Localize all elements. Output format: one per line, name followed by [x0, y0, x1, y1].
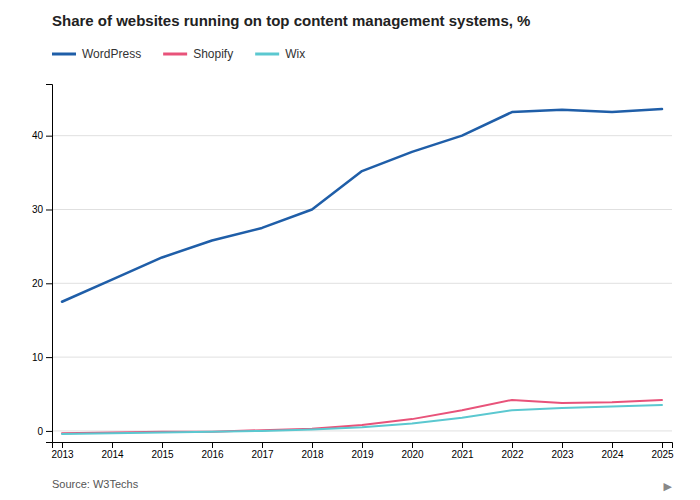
x-tick: 2016 [201, 442, 224, 460]
grid-line [52, 283, 672, 284]
x-tick: 2025 [651, 442, 674, 460]
chart: 2013 2014 2015 2016 2017 2018 2019 2020 2021 2022… [0, 0, 700, 500]
y-axis-line [46, 85, 53, 443]
x-tick-mark [62, 442, 63, 448]
x-tick-label: 2014 [101, 449, 124, 460]
grid-line [52, 135, 672, 136]
y-tick-mark [46, 431, 52, 432]
y-tick-label: 30 [32, 204, 44, 215]
x-tick: 2023 [551, 442, 574, 460]
y-tick: 0 [37, 426, 52, 437]
source: Source: W3Techs [52, 478, 139, 490]
x-tick-mark [212, 442, 213, 448]
x-tick-label: 2015 [151, 449, 174, 460]
y-tick-label: 0 [37, 426, 43, 437]
x-tick-mark [662, 442, 663, 448]
y-tick: 10 [32, 352, 52, 363]
y-tick: 20 [32, 278, 52, 289]
grid-line [52, 357, 672, 358]
x-tick-label: 2023 [551, 449, 574, 460]
x-tick-label: 2021 [451, 449, 474, 460]
x-tick-mark [112, 442, 113, 448]
y-tick: 40 [32, 130, 52, 141]
x-tick-label: 2018 [301, 449, 324, 460]
x-tick-mark [562, 442, 563, 448]
legend-label: WordPress [82, 47, 141, 61]
x-tick: 2014 [101, 442, 124, 460]
y-tick-mark [46, 209, 52, 210]
x-tick: 2018 [301, 442, 324, 460]
x-tick-label: 2020 [401, 449, 424, 460]
y-tick-label: 20 [32, 278, 44, 289]
x-tick: 2020 [401, 442, 424, 460]
x-tick-label: 2022 [501, 449, 524, 460]
x-tick: 2022 [501, 442, 524, 460]
x-tick: 2019 [351, 442, 374, 460]
x-tick-label: 2019 [351, 449, 374, 460]
series-line [62, 400, 662, 433]
x-tick-mark [312, 442, 313, 448]
legend-label: Wix [285, 47, 305, 61]
series-line [62, 109, 662, 302]
x-tick-mark [462, 442, 463, 448]
x-tick: 2015 [151, 442, 174, 460]
x-tick-label: 2024 [601, 449, 624, 460]
grid [52, 136, 672, 431]
x-axis-line [53, 443, 673, 449]
y-tick-mark [46, 136, 52, 137]
series-line [62, 405, 662, 434]
legend: WordPress Shopify Wix [52, 47, 305, 61]
y-tick-label: 10 [32, 352, 44, 363]
x-axis: 2013 2014 2015 2016 2017 2018 2019 2020 2021 2022… [51, 442, 674, 460]
legend-swatch [163, 53, 187, 56]
x-tick-label: 2025 [651, 449, 674, 460]
x-tick: 2021 [451, 442, 474, 460]
title: Share of websites running on top content… [52, 12, 530, 29]
x-tick-label: 2017 [251, 449, 274, 460]
y-tick-mark [46, 283, 52, 284]
legend-swatch [255, 53, 279, 56]
plot-area [62, 109, 662, 434]
x-tick-mark [162, 442, 163, 448]
grid-line [52, 209, 672, 210]
x-tick: 2024 [601, 442, 624, 460]
y-tick-label: 40 [32, 130, 44, 141]
x-tick-mark [412, 442, 413, 448]
x-tick-mark [612, 442, 613, 448]
x-tick-mark [512, 442, 513, 448]
legend-swatch [52, 53, 76, 56]
x-tick-label: 2016 [201, 449, 224, 460]
y-tick-mark [46, 357, 52, 358]
legend-label: Shopify [193, 47, 233, 61]
x-tick-mark [362, 442, 363, 448]
x-tick-label: 2013 [51, 449, 74, 460]
y-tick: 30 [32, 204, 52, 215]
x-tick: 2013 [51, 442, 74, 460]
x-tick: 2017 [251, 442, 274, 460]
x-tick-mark [262, 442, 263, 448]
annotation: ▶ [664, 480, 673, 492]
y-axis: 0 10 20 30 40 [32, 85, 53, 443]
